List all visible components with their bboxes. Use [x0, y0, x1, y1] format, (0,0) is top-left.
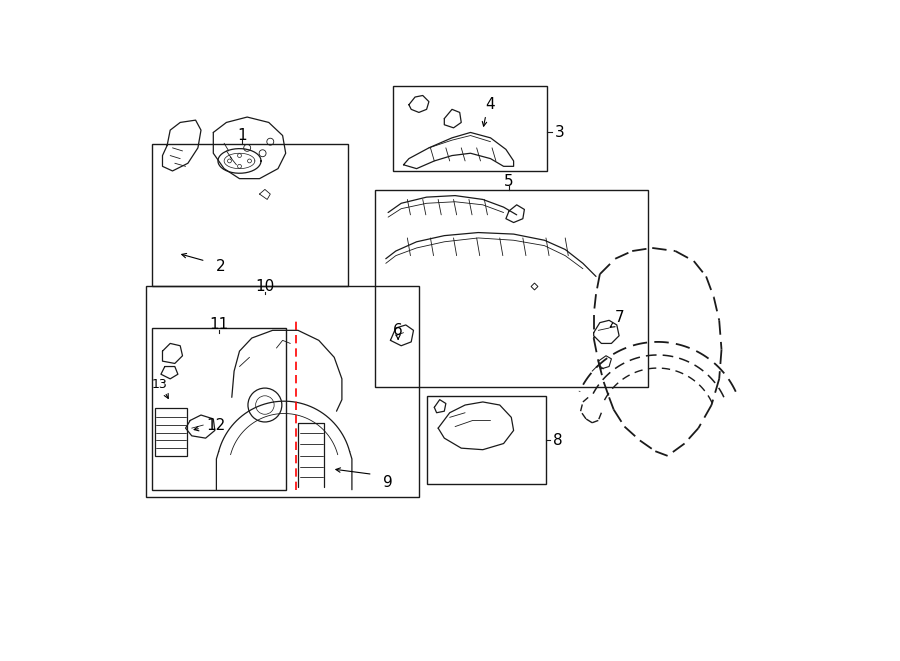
Text: 2: 2: [216, 259, 226, 274]
Text: 12: 12: [207, 418, 226, 432]
Text: 3: 3: [555, 125, 564, 140]
Text: 13: 13: [151, 377, 167, 391]
Text: 5: 5: [504, 175, 514, 189]
Text: 10: 10: [256, 279, 274, 294]
Text: 1: 1: [237, 128, 247, 143]
Text: 8: 8: [553, 433, 562, 448]
Bar: [152, 328, 286, 490]
Bar: [152, 144, 348, 286]
Text: 6: 6: [393, 323, 403, 338]
Bar: [155, 408, 187, 456]
Bar: [427, 396, 546, 485]
Text: 7: 7: [615, 310, 624, 325]
Text: 9: 9: [383, 475, 393, 490]
Bar: [393, 86, 547, 171]
Text: 4: 4: [486, 97, 495, 112]
Bar: [375, 190, 648, 387]
Bar: [146, 286, 419, 498]
Text: 11: 11: [209, 317, 229, 332]
